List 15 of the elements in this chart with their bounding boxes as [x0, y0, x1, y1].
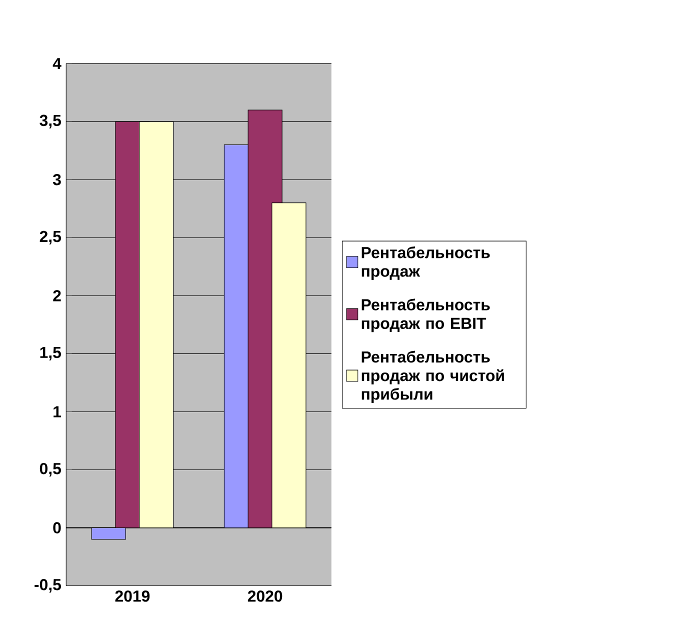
y-tick-label: 1 — [54, 406, 61, 418]
legend-label: Рентабельность продаж — [362, 246, 490, 280]
y-tick-label: 2,5 — [40, 230, 62, 244]
y-tick-label: 4 — [52, 58, 62, 70]
legend-label: Рентабельность продаж по чистой прибыли — [362, 350, 504, 403]
y-tick-label: -0,5 — [34, 578, 61, 593]
y-tick-label: 0 — [53, 522, 61, 534]
y-tick-label: 3 — [52, 174, 61, 186]
y-tick-label: 2 — [53, 290, 61, 302]
x-tick-label: 2020 — [248, 590, 282, 602]
y-tick-label: 1,5 — [40, 346, 62, 360]
y-tick-label: 3,5 — [40, 114, 62, 128]
x-tick-label: 2019 — [115, 590, 150, 602]
legend-label: Рентабельность продаж по EBIT — [362, 298, 490, 332]
y-tick-label: 0,5 — [40, 462, 62, 477]
